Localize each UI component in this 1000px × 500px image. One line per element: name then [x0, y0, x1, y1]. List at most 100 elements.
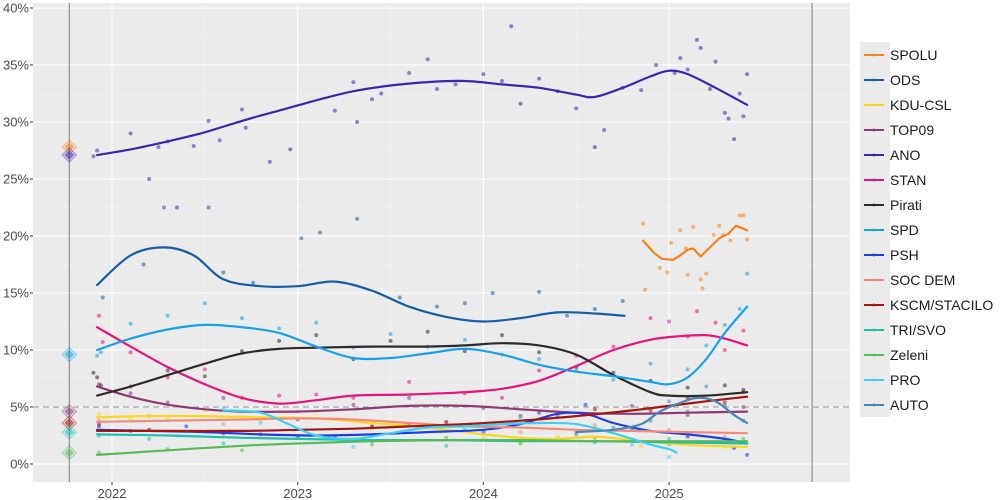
poll-point-pirati	[499, 333, 504, 338]
y-axis: 0% 5% 10% 15% 20% 25% 30% 35% 40%	[3, 1, 33, 472]
poll-point-spd	[202, 301, 207, 306]
poll-point-spd	[165, 313, 170, 318]
poll-point-pirati	[165, 368, 170, 373]
trend-line-ods	[96, 246, 626, 323]
poll-point-spd	[537, 357, 542, 362]
trend-line-auto	[575, 396, 749, 434]
legend-key-point	[872, 403, 876, 407]
poll-point-spolu	[685, 272, 690, 277]
poll-point-pro	[518, 415, 523, 420]
poll-point-stan	[713, 320, 718, 325]
poll-point-stan	[611, 344, 616, 349]
poll-point-spd	[98, 350, 103, 355]
trend-line-spolu	[642, 224, 749, 261]
poll-point-psh	[537, 410, 542, 415]
trend-line-stan	[96, 326, 749, 405]
poll-point-zeleni	[239, 448, 244, 453]
poll-point-spd	[277, 326, 282, 331]
poll-point-pro	[667, 455, 672, 460]
poll-point-pirati	[425, 329, 430, 334]
poll-point-ano	[745, 72, 750, 77]
legend-item-spd: SPD	[864, 222, 919, 238]
poll-point-spolu	[698, 277, 703, 282]
poll-point-psh	[583, 402, 588, 407]
legend-item-zeleni: Zeleni	[864, 347, 928, 363]
legend-item-ods: ODS	[864, 72, 920, 88]
poll-point-ano	[698, 45, 703, 50]
poll-points	[91, 24, 750, 460]
trend-line-zeleni	[96, 438, 749, 456]
poll-point-pirati	[277, 338, 282, 343]
legend-item-pro: PRO	[864, 372, 920, 388]
poll-point-spolu	[665, 270, 670, 275]
y-tick-label: 0%	[10, 457, 29, 472]
poll-point-ano	[722, 110, 727, 115]
poll-point-ods	[434, 304, 439, 309]
poll-point-zeleni	[97, 450, 102, 455]
poll-point-stan	[537, 368, 542, 373]
poll-point-ano	[91, 154, 96, 159]
poll-point-zeleni	[518, 441, 523, 446]
poll-point-stan	[128, 350, 133, 355]
poll-point-auto	[574, 432, 579, 437]
legend-label: SPD	[890, 222, 919, 238]
poll-point-ods	[141, 262, 146, 267]
poll-point-pro	[221, 406, 226, 411]
poll-point-stan	[741, 328, 746, 333]
poll-point-spd	[388, 332, 393, 337]
poll-point-stan	[202, 367, 207, 372]
poll-point-ano	[288, 147, 293, 152]
poll-point-spolu	[657, 265, 662, 270]
legend-key-point	[872, 378, 876, 382]
poll-point-psh	[184, 424, 189, 429]
legend-label: TRI/SVO	[890, 322, 946, 338]
poll-point-zeleni	[741, 436, 746, 441]
y-tick-label: 25%	[3, 172, 29, 187]
poll-point-ano	[574, 106, 579, 111]
poll-point-stan	[722, 348, 727, 352]
legend-label: STAN	[890, 172, 926, 188]
legend-key-point	[872, 103, 876, 107]
poll-point-stan	[351, 395, 356, 400]
legend-item-psh: PSH	[864, 247, 919, 263]
poll-point-ods	[317, 230, 322, 235]
x-tick-label: 2023	[283, 486, 312, 500]
legend-item-ano: ANO	[864, 147, 920, 163]
poll-point-zeleni	[369, 442, 374, 447]
poll-point-ods	[462, 301, 467, 306]
poll-point-stan	[277, 393, 282, 398]
legend-item-tri-svo: TRI/SVO	[864, 322, 946, 338]
legend-key-point	[872, 203, 876, 207]
poll-point-ods	[397, 295, 402, 300]
poll-point-psh	[745, 452, 750, 457]
legend-label: TOP09	[890, 122, 934, 138]
poll-point-spolu	[717, 223, 722, 228]
poll-point-pirati	[462, 349, 467, 354]
poll-point-ods	[564, 313, 569, 318]
poll-point-ano	[602, 127, 607, 132]
trend-line-top09	[96, 385, 749, 415]
legend-item-kdu-csl: KDU-CSL	[864, 97, 952, 113]
y-tick-label: 5%	[10, 400, 29, 415]
legend-label: ANO	[890, 147, 920, 163]
legend-key-point	[872, 328, 876, 332]
election-result-spd	[61, 346, 78, 363]
legend: SPOLU ODS KDU-CSL TOP09 ANO STAN Pirati SPD PSH S…	[860, 42, 993, 417]
trend-lines	[96, 69, 749, 456]
poll-point-ano	[407, 70, 412, 75]
legend-label: KDU-CSL	[890, 97, 952, 113]
poll-point-ano	[351, 80, 356, 85]
poll-point-stan	[648, 316, 653, 321]
poll-point-ano	[156, 145, 161, 150]
poll-point-ano	[685, 67, 690, 72]
poll-point-kdu-csl	[555, 434, 560, 439]
poll-point-stan	[407, 379, 412, 384]
poll-point-ano	[95, 148, 100, 153]
legend-label: SPOLU	[890, 47, 937, 63]
poll-point-ano	[654, 63, 659, 67]
poll-point-spolu	[745, 237, 750, 242]
poll-point-ano	[639, 88, 644, 93]
election-result-ano	[61, 147, 78, 163]
x-axis: 2022 2023 2024 2025	[98, 482, 684, 500]
poll-point-spolu	[728, 238, 733, 243]
